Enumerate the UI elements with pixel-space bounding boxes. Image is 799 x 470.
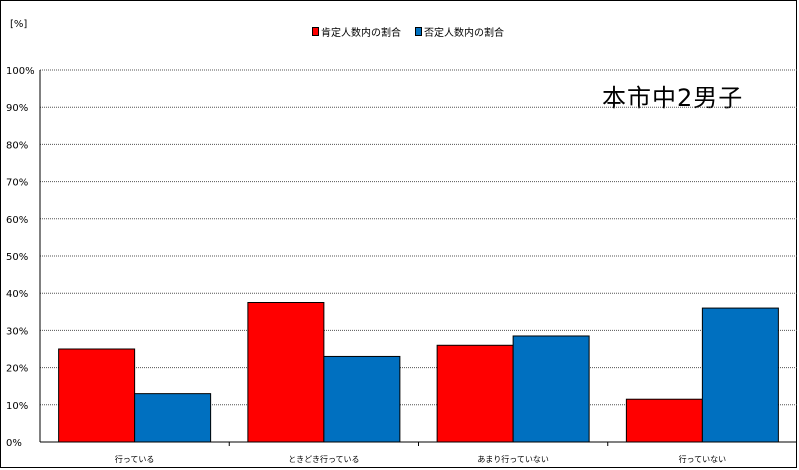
- y-tick-label: 10%: [6, 401, 28, 412]
- x-category-label: ときどき行っている: [288, 454, 359, 464]
- legend-swatch-positive: [312, 27, 319, 36]
- bar-negative: [701, 307, 779, 443]
- legend-swatch-negative: [415, 27, 422, 36]
- legend-item-positive: 肯定人数内の割合: [312, 24, 401, 39]
- bar-positive: [436, 344, 514, 443]
- bar-positive: [58, 348, 136, 443]
- bar-negative: [323, 355, 401, 443]
- legend-item-negative: 否定人数内の割合: [415, 24, 504, 39]
- bar-positive: [247, 302, 325, 443]
- x-category-label: あまり行っていない: [477, 454, 549, 464]
- y-tick-label: 100%: [6, 66, 35, 77]
- x-category-label: 行っている: [115, 454, 155, 464]
- y-tick-label: 30%: [6, 326, 28, 337]
- y-unit-label: [%]: [10, 19, 28, 30]
- y-tick-label: 80%: [6, 140, 28, 151]
- y-tick-label: 70%: [6, 178, 28, 189]
- y-tick-label: 60%: [6, 215, 28, 226]
- bar-negative: [512, 335, 590, 443]
- legend-label-positive: 肯定人数内の割合: [321, 28, 401, 39]
- y-tick-label: 20%: [6, 364, 28, 375]
- legend-label-negative: 否定人数内の割合: [424, 28, 504, 39]
- y-tick-label: 50%: [6, 252, 28, 263]
- y-tick-label: 40%: [6, 289, 28, 300]
- legend: 肯定人数内の割合 否定人数内の割合: [312, 24, 504, 39]
- bar-positive: [625, 398, 703, 443]
- y-tick-label: 0%: [6, 438, 22, 449]
- x-category-label: 行っていない: [679, 454, 727, 464]
- y-tick-label: 90%: [6, 103, 28, 114]
- bar-negative: [134, 393, 212, 443]
